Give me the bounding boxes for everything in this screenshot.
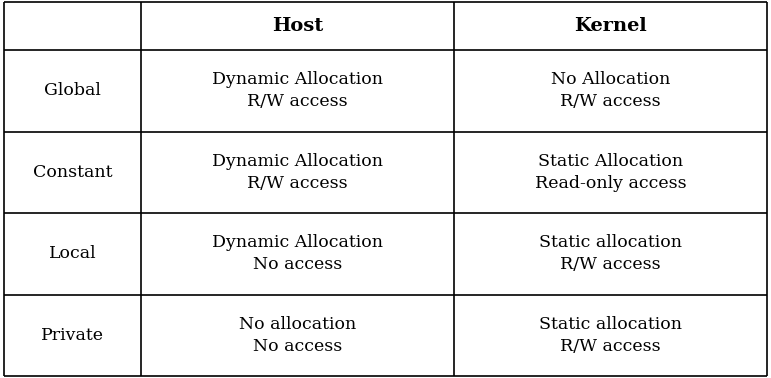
Text: Dynamic Allocation
R/W access: Dynamic Allocation R/W access <box>212 71 383 110</box>
Text: Static allocation
R/W access: Static allocation R/W access <box>539 234 682 273</box>
Text: No Allocation
R/W access: No Allocation R/W access <box>551 71 670 110</box>
Text: Private: Private <box>41 327 104 344</box>
Text: Constant: Constant <box>33 164 113 181</box>
Text: No allocation
No access: No allocation No access <box>239 316 356 355</box>
Text: Dynamic Allocation
R/W access: Dynamic Allocation R/W access <box>212 153 383 192</box>
Text: Kernel: Kernel <box>574 17 647 35</box>
Text: Static allocation
R/W access: Static allocation R/W access <box>539 316 682 355</box>
Text: Local: Local <box>49 245 96 262</box>
Text: Static Allocation
Read-only access: Static Allocation Read-only access <box>535 153 686 192</box>
Text: Host: Host <box>272 17 323 35</box>
Text: Dynamic Allocation
No access: Dynamic Allocation No access <box>212 234 383 273</box>
Text: Global: Global <box>44 82 101 99</box>
